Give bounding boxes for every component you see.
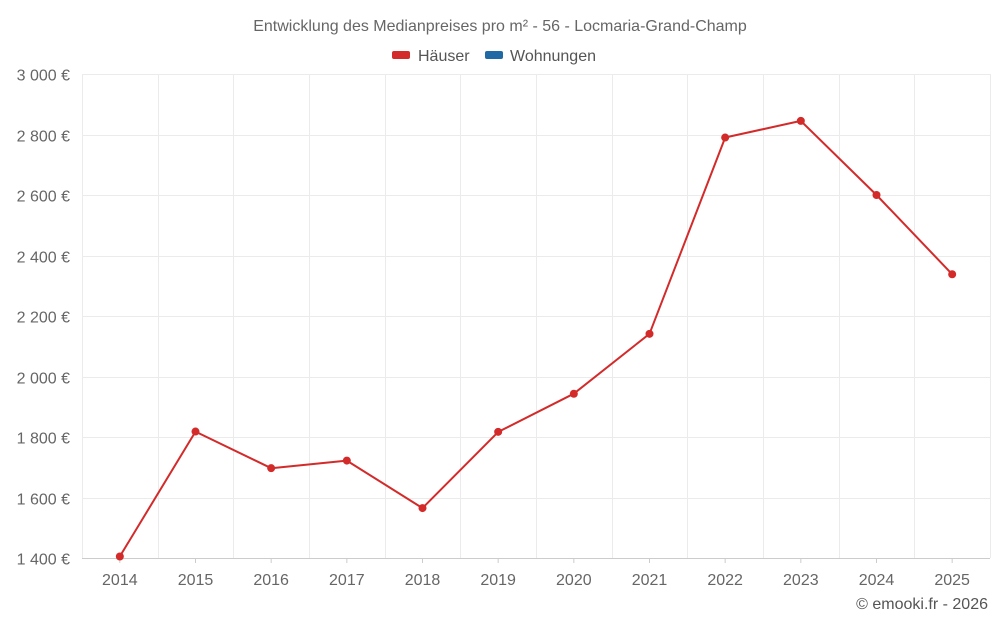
- y-tick-label: 2 400 €: [17, 250, 70, 267]
- data-point[interactable]: [645, 329, 654, 338]
- legend-swatch-haeuser: [392, 51, 410, 59]
- axes: 1 400 € 1 600 € 1 800 € 2 000 € 2 200 € 2 400…: [17, 68, 990, 589]
- y-tick-label: 1 800 €: [17, 431, 70, 448]
- y-tick-label: 2 600 €: [17, 189, 70, 206]
- series-line-0: [118, 119, 953, 558]
- x-tick-label: 2022: [707, 572, 743, 589]
- data-point[interactable]: [721, 133, 730, 142]
- x-tick-label: 2025: [934, 572, 970, 589]
- series-layer: [115, 116, 957, 561]
- credit-text: © emooki.fr - 2026: [856, 596, 988, 613]
- x-tick-label: 2018: [405, 572, 441, 589]
- legend-item-wohnungen[interactable]: Wohnungen: [485, 48, 596, 65]
- data-point[interactable]: [569, 389, 578, 398]
- y-tick-label: 1 600 €: [17, 492, 70, 509]
- x-tick-label: 2024: [859, 572, 895, 589]
- legend-label-haeuser: Häuser: [418, 48, 470, 65]
- x-tick-label: 2017: [329, 572, 365, 589]
- legend-swatch-wohnungen: [485, 51, 503, 59]
- legend: Häuser Wohnungen: [392, 48, 596, 65]
- y-tick-label: 2 000 €: [17, 371, 70, 388]
- data-point[interactable]: [418, 504, 427, 513]
- y-tick-label: 2 200 €: [17, 310, 70, 327]
- x-tick-label: 2016: [253, 572, 289, 589]
- x-tick-label: 2021: [632, 572, 668, 589]
- data-point[interactable]: [267, 464, 276, 473]
- x-tick-label: 2023: [783, 572, 819, 589]
- x-tick-label: 2020: [556, 572, 592, 589]
- y-tick-label: 2 800 €: [17, 129, 70, 146]
- data-point[interactable]: [796, 116, 805, 125]
- grid: [82, 74, 991, 558]
- legend-label-wohnungen: Wohnungen: [510, 48, 596, 65]
- data-point[interactable]: [115, 552, 124, 561]
- y-tick-label: 1 400 €: [17, 552, 70, 569]
- data-point[interactable]: [494, 427, 503, 436]
- x-tick-label: 2015: [178, 572, 214, 589]
- data-point[interactable]: [948, 270, 957, 279]
- data-point[interactable]: [872, 191, 881, 199]
- x-tick-label: 2019: [480, 572, 516, 589]
- data-point[interactable]: [191, 427, 200, 436]
- y-tick-label: 3 000 €: [17, 68, 70, 85]
- chart-title: Entwicklung des Medianpreises pro m² - 5…: [253, 18, 747, 35]
- legend-item-haeuser[interactable]: Häuser: [392, 48, 470, 65]
- data-point[interactable]: [342, 456, 351, 465]
- x-tick-label: 2014: [102, 572, 138, 589]
